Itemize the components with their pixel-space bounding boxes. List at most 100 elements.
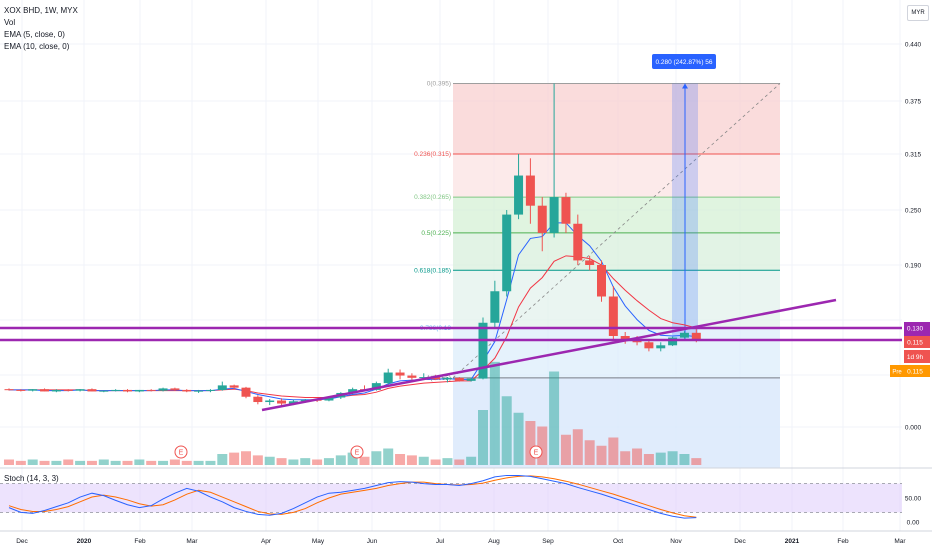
earnings-icon: [350, 445, 364, 459]
candle-body: [265, 400, 275, 403]
volume-bar: [122, 460, 133, 465]
candle-body: [123, 389, 132, 392]
x-tick-label: Dec: [16, 538, 28, 545]
volume-bar: [205, 460, 216, 465]
candle-body: [668, 337, 678, 346]
volume-bar: [39, 460, 50, 465]
x-tick-label: Aug: [488, 538, 500, 545]
x-tick-label: Apr: [261, 538, 272, 545]
volume-bar: [181, 460, 192, 465]
candle-body: [431, 377, 441, 380]
volume-bar: [525, 421, 536, 465]
x-tick-label: Feb: [134, 538, 146, 545]
fib-level-label: 0.5(0.225): [421, 230, 451, 237]
y-tick-label: 0.375: [905, 99, 922, 106]
candle-body: [466, 378, 476, 381]
x-tick-label: Nov: [670, 538, 682, 545]
ema-slow-label[interactable]: EMA (10, close, 0): [4, 42, 70, 51]
volume-bar: [501, 396, 512, 465]
stoch-indicator-label[interactable]: Stoch (14, 3, 3): [4, 474, 59, 483]
volume-bar: [4, 459, 14, 465]
volume-bar: [86, 460, 97, 465]
volume-bar: [466, 456, 477, 465]
candle-body: [63, 389, 73, 391]
fib-zone: [453, 83, 780, 154]
volume-bar: [691, 458, 702, 465]
candle-body: [490, 291, 500, 323]
volume-bar: [572, 429, 583, 465]
candle-body: [691, 332, 701, 340]
volume-bar: [146, 460, 157, 465]
volume-bar: [442, 458, 453, 465]
volume-bar: [51, 460, 62, 465]
volume-bar: [395, 454, 406, 465]
candle-body: [514, 175, 524, 215]
candle-body: [194, 390, 204, 392]
stoch-k-line: [8, 474, 697, 519]
ema-fast-label[interactable]: EMA (5, close, 0): [4, 30, 65, 39]
volume-bar: [300, 458, 311, 465]
price-range-label: 0.280 (242.87%) 56: [655, 59, 712, 66]
candle-body: [537, 205, 547, 233]
candle-body: [277, 400, 287, 404]
volume-bar: [63, 459, 74, 465]
volume-bar: [264, 456, 275, 465]
candle-body: [205, 389, 215, 391]
earnings-icon-glyph: E: [179, 450, 184, 457]
candle-body: [217, 385, 227, 390]
last-price-label: 0.115: [907, 340, 923, 347]
candle-body: [383, 372, 393, 384]
candle-body: [561, 197, 571, 224]
volume-bar: [608, 437, 619, 465]
candle-body: [407, 375, 417, 378]
volume-bar: [584, 440, 595, 465]
premarket-price-box: [904, 365, 930, 377]
volume-bar: [335, 455, 346, 465]
volume-bar: [430, 459, 441, 465]
earnings-icon: [529, 445, 543, 459]
candle-body: [549, 197, 559, 233]
chart-legend: XOX BHD, 1W, MYX Vol EMA (5, close, 0) E…: [4, 5, 78, 53]
volume-bar: [347, 452, 358, 465]
volume-bar: [679, 454, 690, 465]
volume-bar: [15, 460, 26, 465]
volume-bar: [596, 445, 607, 465]
price-label-box: [904, 322, 930, 334]
volume-bar: [478, 410, 488, 465]
y-tick-label: 0.315: [905, 152, 922, 159]
candle-body: [170, 388, 180, 390]
x-tick-label: Oct: [613, 538, 623, 545]
volume-bar: [75, 460, 86, 465]
volume-bar: [406, 455, 417, 465]
candle-body: [585, 260, 595, 265]
candle-body: [478, 322, 488, 379]
premarket-tag: Pre: [892, 370, 902, 376]
currency-badge[interactable]: MYR: [907, 5, 929, 21]
volume-bar: [134, 459, 145, 465]
volume-indicator-label[interactable]: Vol: [4, 18, 16, 27]
candle-body: [158, 388, 168, 391]
candle-body: [182, 389, 192, 392]
candle-body: [679, 332, 689, 338]
candle-body: [51, 389, 61, 392]
candle-body: [324, 397, 334, 401]
earnings-icon-glyph: E: [534, 450, 539, 457]
volume-bar: [323, 458, 334, 465]
candle-body: [348, 389, 358, 393]
y-tick-label: 0.190: [905, 263, 922, 270]
candle-body: [288, 401, 298, 404]
premarket-tag-box: [890, 365, 904, 377]
candle-body: [442, 377, 452, 380]
fib-level-label: 0.618(0.185): [414, 267, 451, 274]
fib-level-label: 0(0.395): [427, 80, 451, 87]
stoch-tick-label: 50.00: [905, 496, 922, 503]
volume-bar: [383, 448, 394, 465]
candle-body: [620, 336, 630, 340]
volume-bar: [667, 451, 678, 465]
volume-bar: [27, 459, 38, 465]
volume-bar: [158, 460, 169, 465]
volume-bar: [537, 426, 548, 465]
symbol-title: XOX BHD, 1W, MYX: [4, 6, 78, 15]
x-tick-label: Sep: [542, 538, 554, 545]
